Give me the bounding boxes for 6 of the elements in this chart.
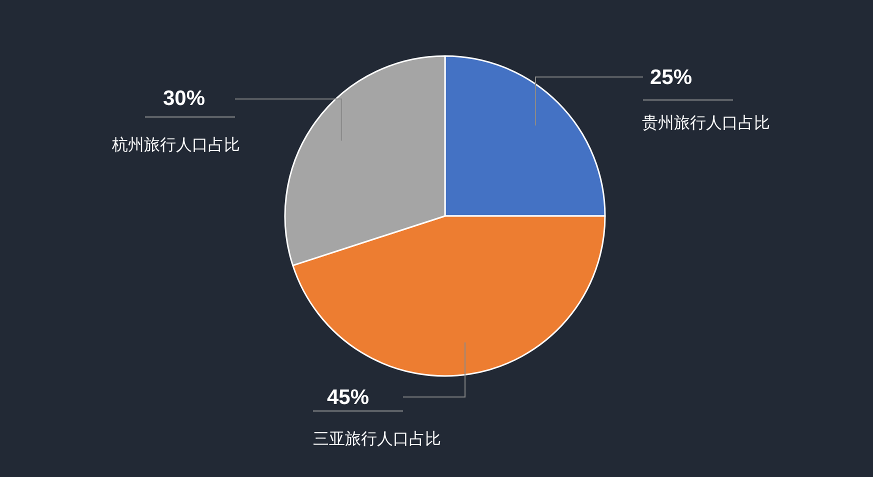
data-label: 25% (650, 66, 692, 89)
slice-label: 三亚旅行人口占比 (313, 430, 441, 448)
slice-label: 杭州旅行人口占比 (111, 136, 240, 154)
data-label: 45% (327, 386, 370, 409)
data-label: 30% (163, 87, 206, 110)
slice-label: 贵州旅行人口占比 (642, 114, 770, 132)
